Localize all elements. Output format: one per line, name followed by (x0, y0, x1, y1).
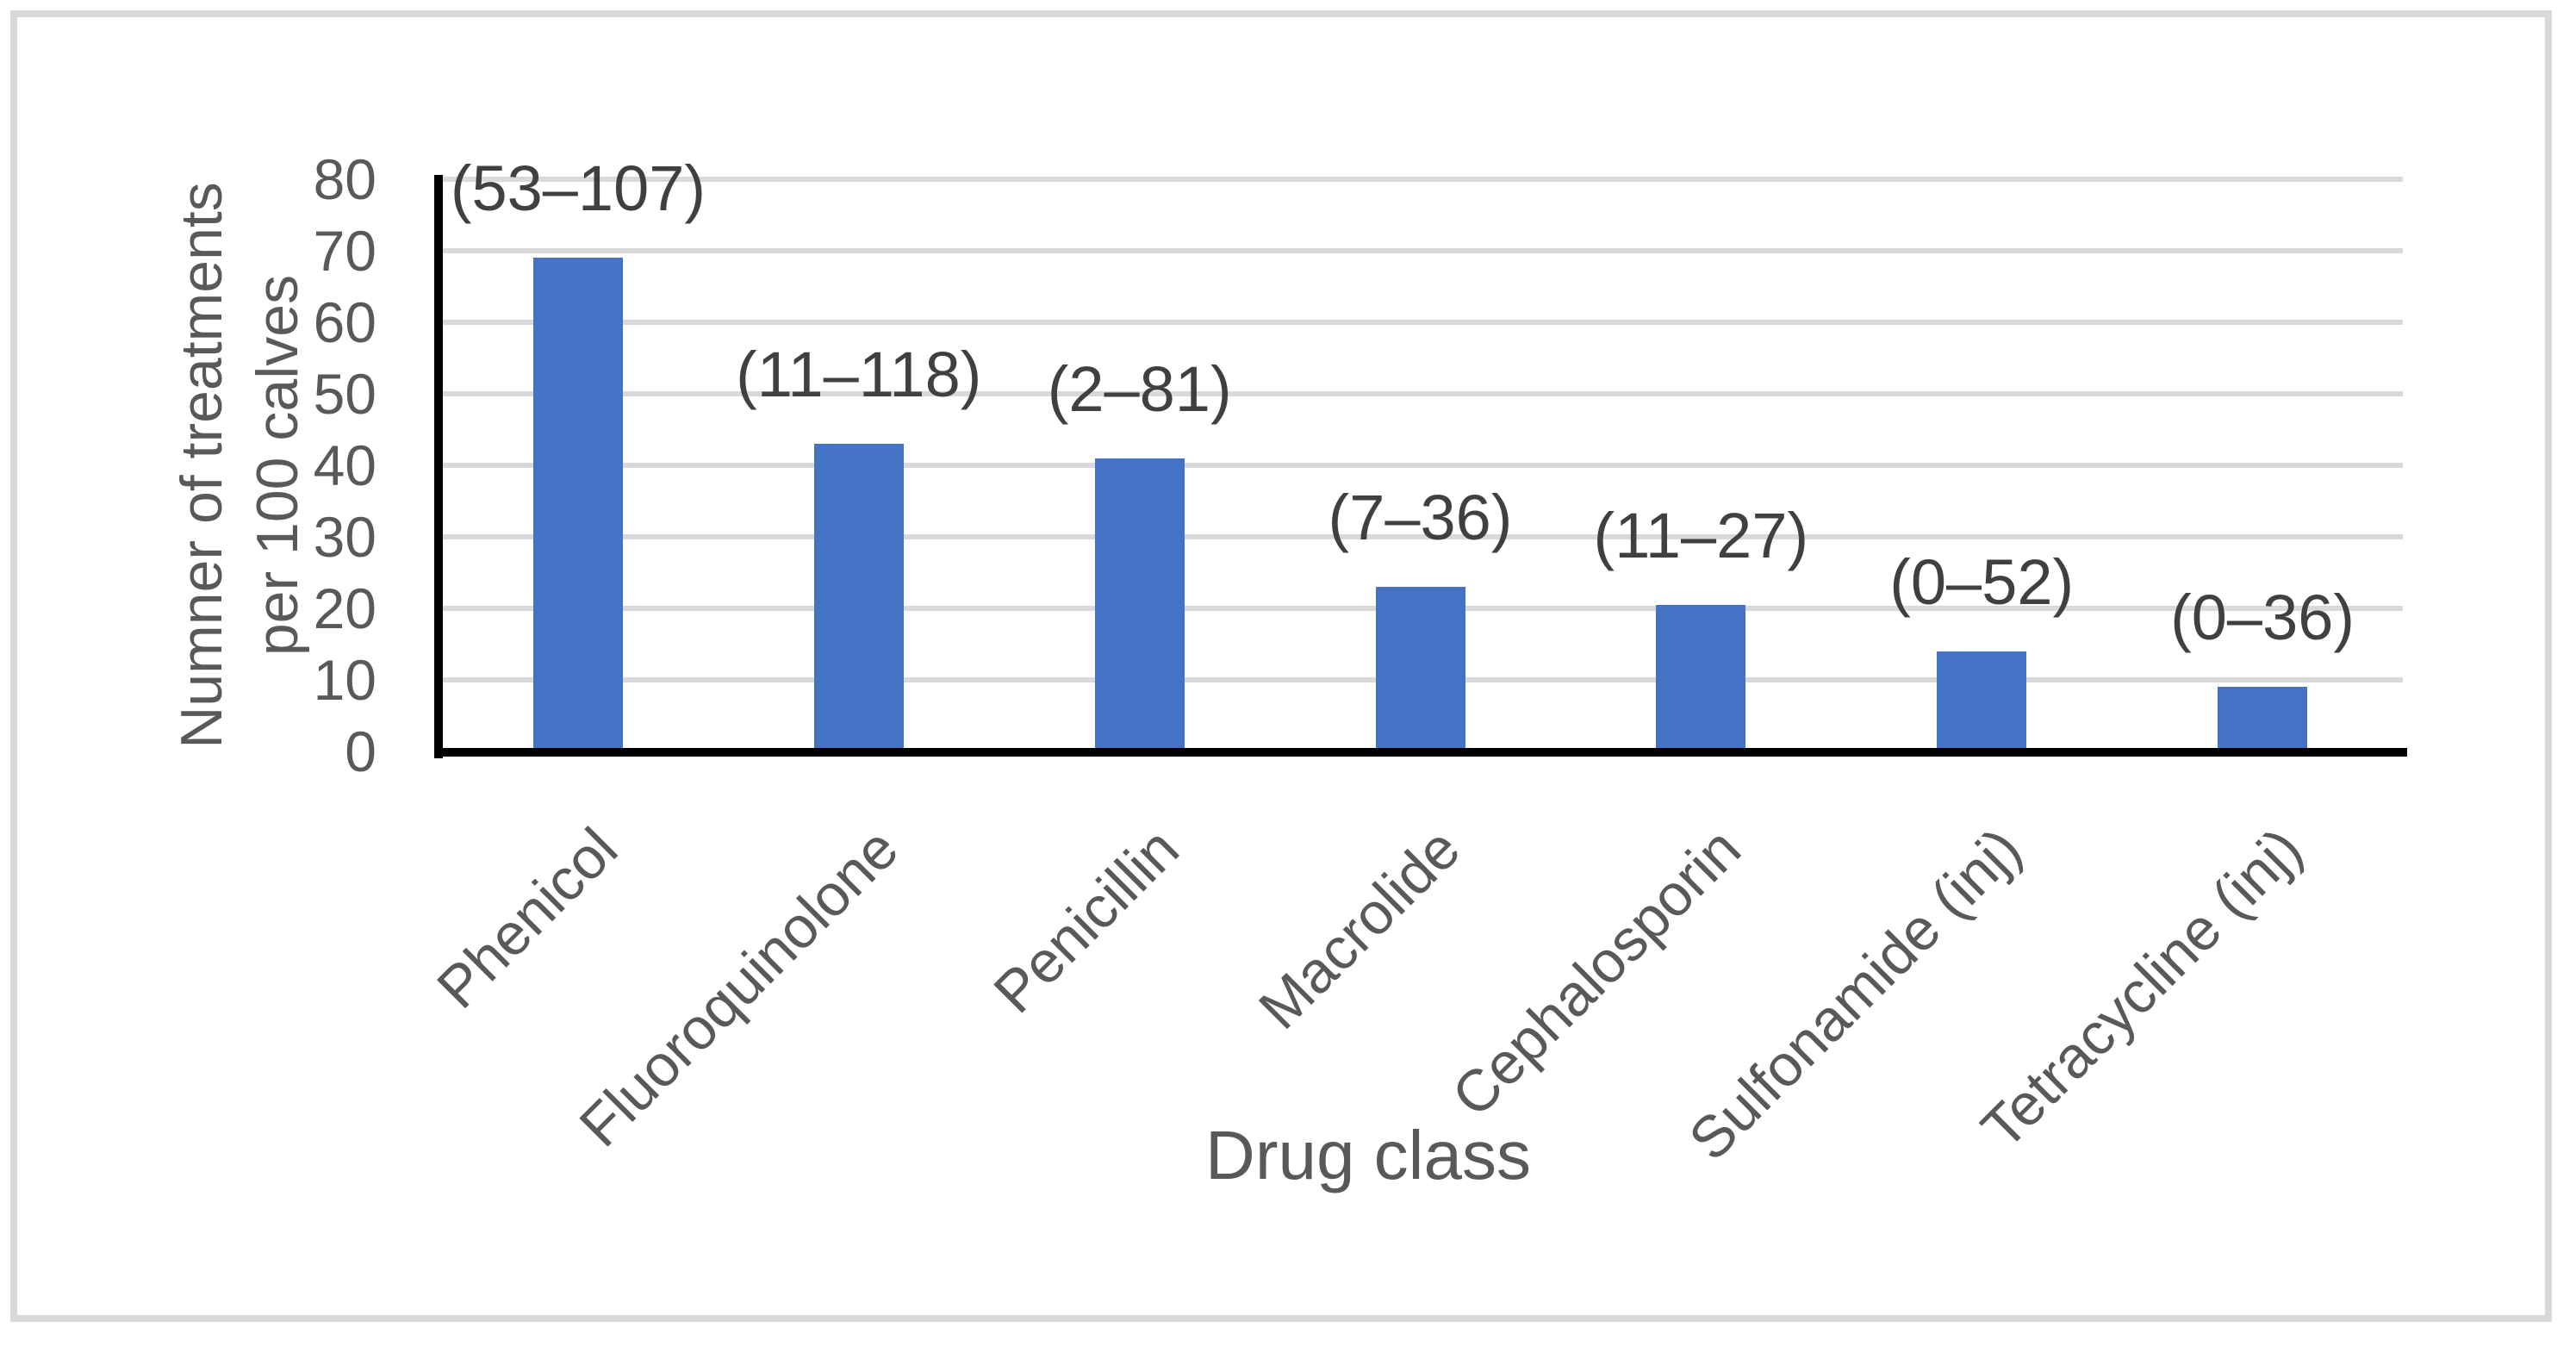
range-annotation: (11–27) (1593, 499, 1809, 571)
range-annotation: (7–36) (1328, 482, 1513, 554)
bar-phenicol (532, 258, 623, 751)
range-annotation: (2–81) (1047, 352, 1232, 425)
range-annotation: (53–107) (450, 153, 706, 225)
range-annotation: (0–36) (2170, 582, 2355, 654)
y-tick-label-40: 40 (313, 433, 376, 497)
x-axis-title: Drug class (1205, 1117, 1531, 1193)
y-tick-label-60: 60 (313, 290, 376, 354)
y-tick-label-10: 10 (313, 648, 376, 712)
bar-fluoroquinolone (813, 444, 904, 751)
range-annotation: (0–52) (1889, 545, 2075, 618)
y-tick-label-30: 30 (313, 505, 376, 569)
y-axis-title: Numner of treatments per 100 calves (164, 0, 315, 939)
gridline-30 (438, 534, 2403, 539)
gridline-60 (438, 320, 2403, 325)
x-axis-line (434, 748, 2407, 757)
y-tick-label-20: 20 (313, 576, 376, 640)
bar-macrolide (1375, 587, 1465, 751)
bar-cephalosporin (1656, 604, 1746, 751)
gridline-40 (438, 463, 2403, 468)
gridline-80 (438, 177, 2403, 182)
gridline-50 (438, 391, 2403, 396)
bar-sulfonamide-inj (1937, 651, 2027, 751)
y-tick-label-70: 70 (313, 219, 376, 283)
bar-tetracycline-inj (2218, 687, 2308, 751)
range-annotation: (11–118) (736, 339, 982, 411)
gridline-70 (438, 248, 2403, 253)
bar-penicillin (1094, 458, 1185, 751)
y-tick-label-50: 50 (313, 362, 376, 426)
y-axis-title-line2: per 100 calves (245, 274, 310, 657)
y-axis-line (434, 175, 443, 758)
y-tick-label-80: 80 (313, 147, 376, 211)
y-tick-label-0: 0 (345, 720, 376, 783)
y-axis-title-line1: Numner of treatments (169, 182, 234, 749)
chart-outer-border (10, 10, 2552, 1322)
